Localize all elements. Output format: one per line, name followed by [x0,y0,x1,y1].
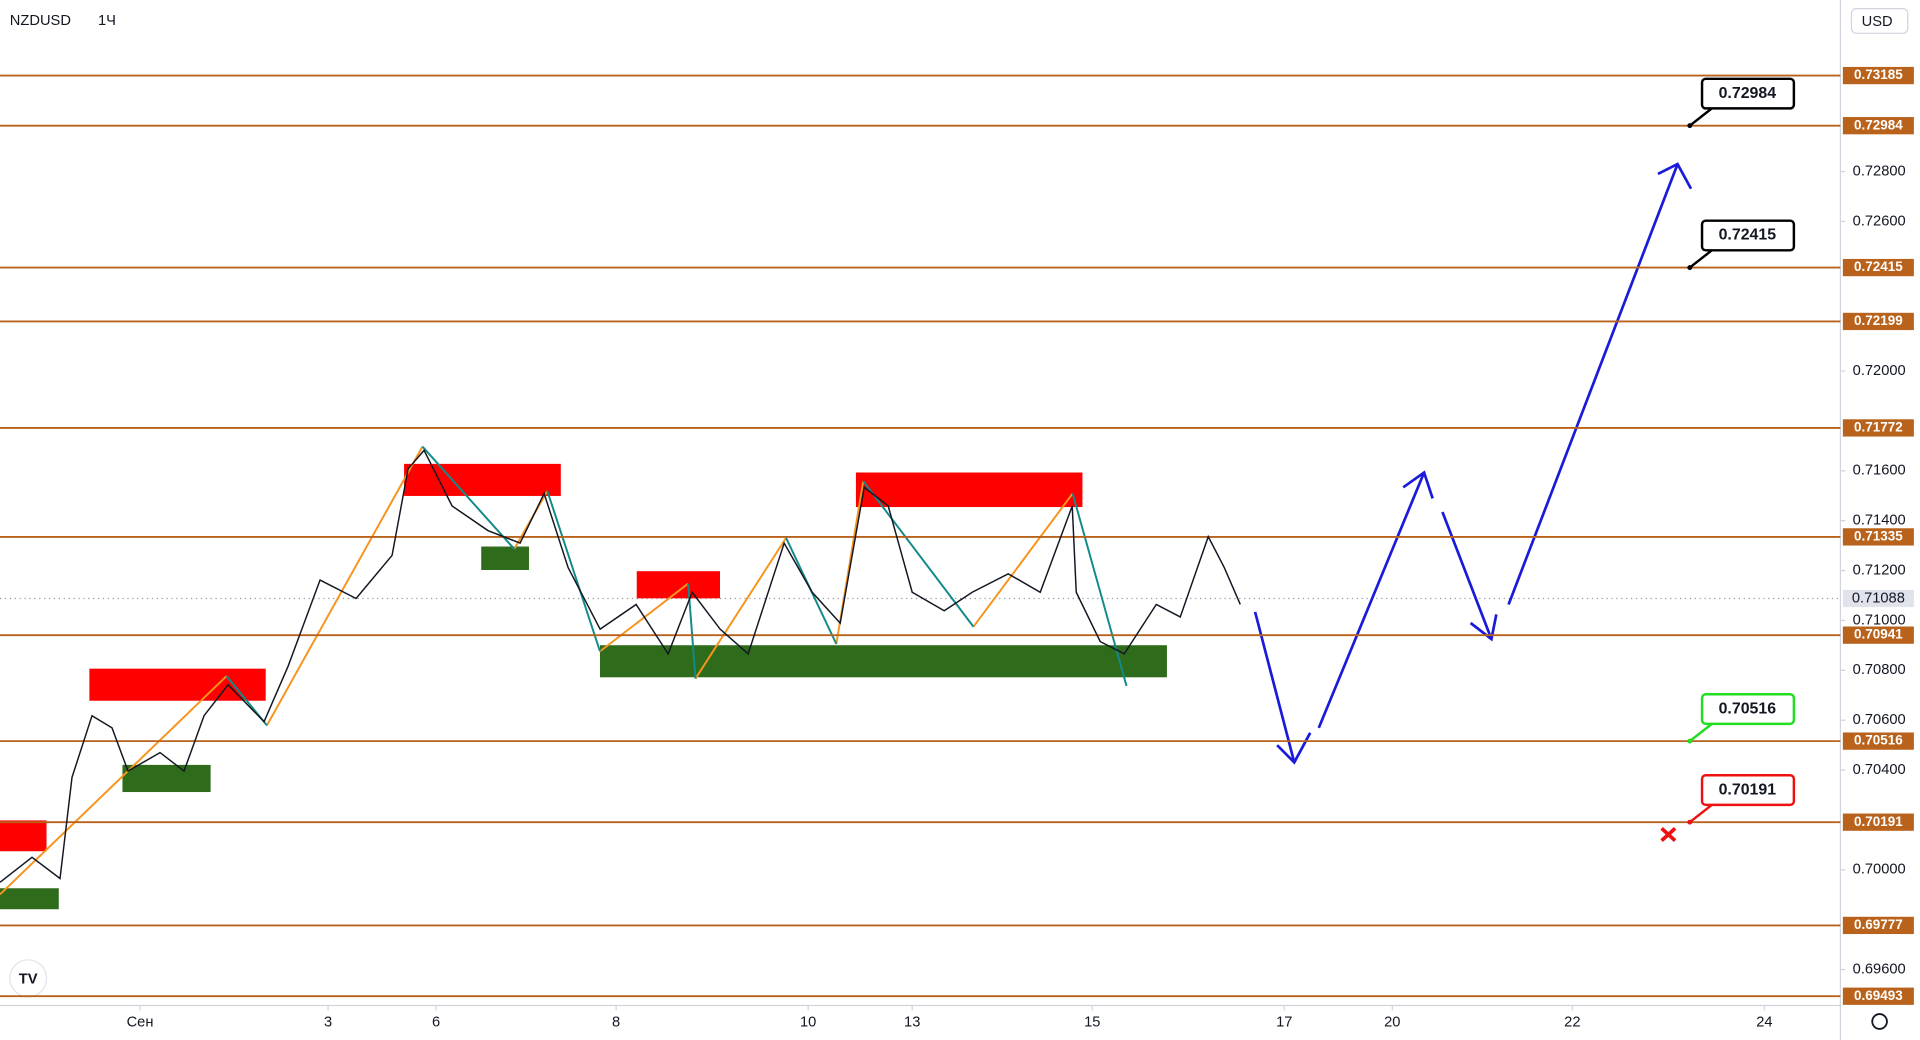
callout-pointer [1689,803,1713,824]
y-tick-label: 0.70400 [1853,762,1906,778]
level-box [1842,528,1914,546]
supply-zone [404,463,561,496]
interval: 1Ч [98,13,116,29]
level-box [1842,66,1914,85]
callout-pointer [1689,107,1713,127]
callout-box [1700,77,1796,110]
callout-pointer [1689,249,1713,269]
forecast-arrow [1253,162,1693,765]
y-tick-label: 0.69600 [1853,961,1906,977]
level-label: 0.72984 [1854,117,1903,132]
currency[interactable]: USD [1862,14,1893,30]
level-box [1842,916,1914,935]
callout-label: 0.70191 [1719,781,1777,798]
callout-label: 0.70516 [1719,700,1777,717]
demand-zone [481,546,529,570]
callout-label: 0.72984 [1719,85,1777,102]
y-tick-label: 0.70000 [1853,862,1906,878]
supply-zone [89,668,266,701]
callout-anchor [1687,819,1693,825]
x-tick-label: 8 [612,1015,620,1031]
level-label: 0.69777 [1854,917,1903,932]
level-label: 0.72415 [1854,259,1903,274]
y-tick-label: 0.71200 [1853,562,1906,578]
level-box [1842,258,1914,277]
x-tick-label: 10 [800,1015,816,1031]
logo-mark: TV [19,971,38,987]
callout-box [1700,219,1796,252]
level-label: 0.73185 [1854,67,1903,82]
demand-zone [0,888,59,910]
level-label: 0.70941 [1854,627,1903,642]
x-tick-label: 24 [1756,1015,1772,1031]
supply-zone [855,472,1083,508]
callout-anchor [1687,738,1693,744]
demand-zone [122,764,211,793]
x-tick-label: 20 [1384,1015,1400,1031]
level-box [1842,732,1914,750]
x-tick-label: 17 [1276,1015,1292,1031]
level-box [1842,312,1914,331]
x-tick-label: 3 [324,1015,332,1031]
callout-pointer [1689,722,1713,743]
last-price-box [1842,589,1914,608]
settings-icon[interactable] [1871,1013,1888,1030]
y-tick-label: 0.71400 [1853,513,1906,529]
stop-marker [1660,826,1677,843]
callout-box [1700,774,1796,807]
x-tick-label: 13 [904,1015,920,1031]
callout-anchor [1687,123,1693,129]
supply-zone [636,571,720,599]
y-tick-label: 0.72800 [1853,163,1906,179]
level-box [1842,987,1914,1005]
supply-zone [0,820,47,852]
level-box [1842,626,1914,644]
level-label: 0.71335 [1854,528,1903,543]
x-tick-label: 6 [432,1015,440,1031]
callout-box [1700,693,1796,726]
level-box [1842,117,1914,135]
zones [0,463,1167,910]
x-tick-label: 22 [1564,1015,1580,1031]
level-label: 0.71772 [1854,419,1903,434]
level-box [1842,813,1914,831]
y-tick-label: 0.72000 [1853,363,1906,379]
y-tick-label: 0.71600 [1853,463,1906,479]
x-tick-label: Сен [127,1015,154,1031]
level-box [1842,419,1914,437]
level-label: 0.70191 [1854,814,1903,829]
x-tick-label: 15 [1084,1015,1100,1031]
demand-zone [600,645,1167,678]
callout-anchor [1687,265,1693,271]
callout-label: 0.72415 [1719,227,1777,244]
y-tick-label: 0.72600 [1853,213,1906,229]
level-label: 0.69493 [1854,988,1903,1003]
currency-button[interactable] [1850,8,1909,34]
y-tick-label: 0.70600 [1853,712,1906,728]
level-label: 0.72199 [1854,313,1903,328]
symbol: NZDUSD [10,13,71,29]
last-price-label: 0.71088 [1852,590,1905,606]
price-line [0,449,1241,883]
y-tick-label: 0.70800 [1853,662,1906,678]
level-label: 0.70516 [1854,733,1903,748]
y-tick-label: 0.71000 [1853,612,1906,628]
